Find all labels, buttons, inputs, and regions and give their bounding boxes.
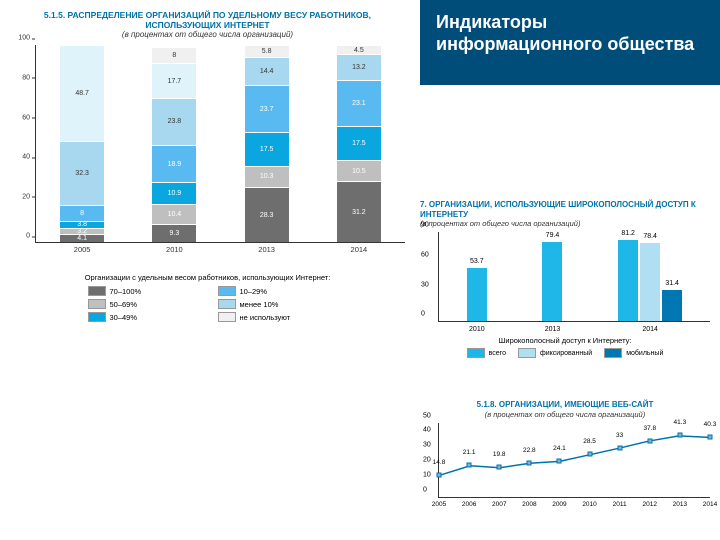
chart1-plot: 20054.13.23.8832.348.720109.310.410.918.… bbox=[35, 45, 405, 243]
chart1-subtitle: (в процентах от общего числа организаций… bbox=[10, 30, 405, 39]
chart1-legend-grid: 70–100%10–29%50–69%менее 10%30–49%не исп… bbox=[88, 286, 328, 322]
chart2-groups: 201053.7201379.4201481.278.431.4 bbox=[439, 232, 710, 321]
chart-website: 5.1.8. ОРГАНИЗАЦИИ, ИМЕЮЩИЕ ВЕБ-САЙТ (в … bbox=[420, 400, 710, 498]
chart2-plot: 201053.7201379.4201481.278.431.4 0306090 bbox=[438, 232, 710, 322]
chart2-legend: всегофиксированныймобильный bbox=[420, 348, 710, 358]
page-title: Индикаторы информационного общества bbox=[436, 12, 704, 55]
chart-broadband: 7. ОРГАНИЗАЦИИ, ИСПОЛЬЗУЮЩИЕ ШИРОКОПОЛОС… bbox=[420, 200, 710, 358]
chart-stacked-distribution: 5.1.5. РАСПРЕДЕЛЕНИЕ ОРГАНИЗАЦИЙ ПО УДЕЛ… bbox=[10, 10, 405, 322]
chart2-subtitle: (в процентах от общего числа организаций… bbox=[420, 219, 710, 228]
chart1-legend-title: Организации с удельным весом работников,… bbox=[10, 273, 405, 282]
chart3-title: 5.1.8. ОРГАНИЗАЦИИ, ИМЕЮЩИЕ ВЕБ-САЙТ bbox=[420, 400, 710, 410]
chart3-line bbox=[439, 423, 710, 497]
chart1-bars: 20054.13.23.8832.348.720109.310.410.918.… bbox=[36, 45, 405, 242]
chart1-y-axis: 020406080100 bbox=[10, 45, 32, 255]
chart3-plot: 01020304050200514.8200621.1200719.820082… bbox=[438, 423, 710, 498]
chart1-title: 5.1.5. РАСПРЕДЕЛЕНИЕ ОРГАНИЗАЦИЙ ПО УДЕЛ… bbox=[10, 10, 405, 30]
header-panel: Индикаторы информационного общества bbox=[420, 0, 720, 85]
chart1-legend: Организации с удельным весом работников,… bbox=[10, 273, 405, 322]
chart2-title: 7. ОРГАНИЗАЦИИ, ИСПОЛЬЗУЮЩИЕ ШИРОКОПОЛОС… bbox=[420, 200, 710, 219]
chart3-subtitle: (в процентах от общего числа организаций… bbox=[420, 410, 710, 419]
chart2-legend-title: Широкополосный доступ к Интернету: bbox=[420, 336, 710, 345]
